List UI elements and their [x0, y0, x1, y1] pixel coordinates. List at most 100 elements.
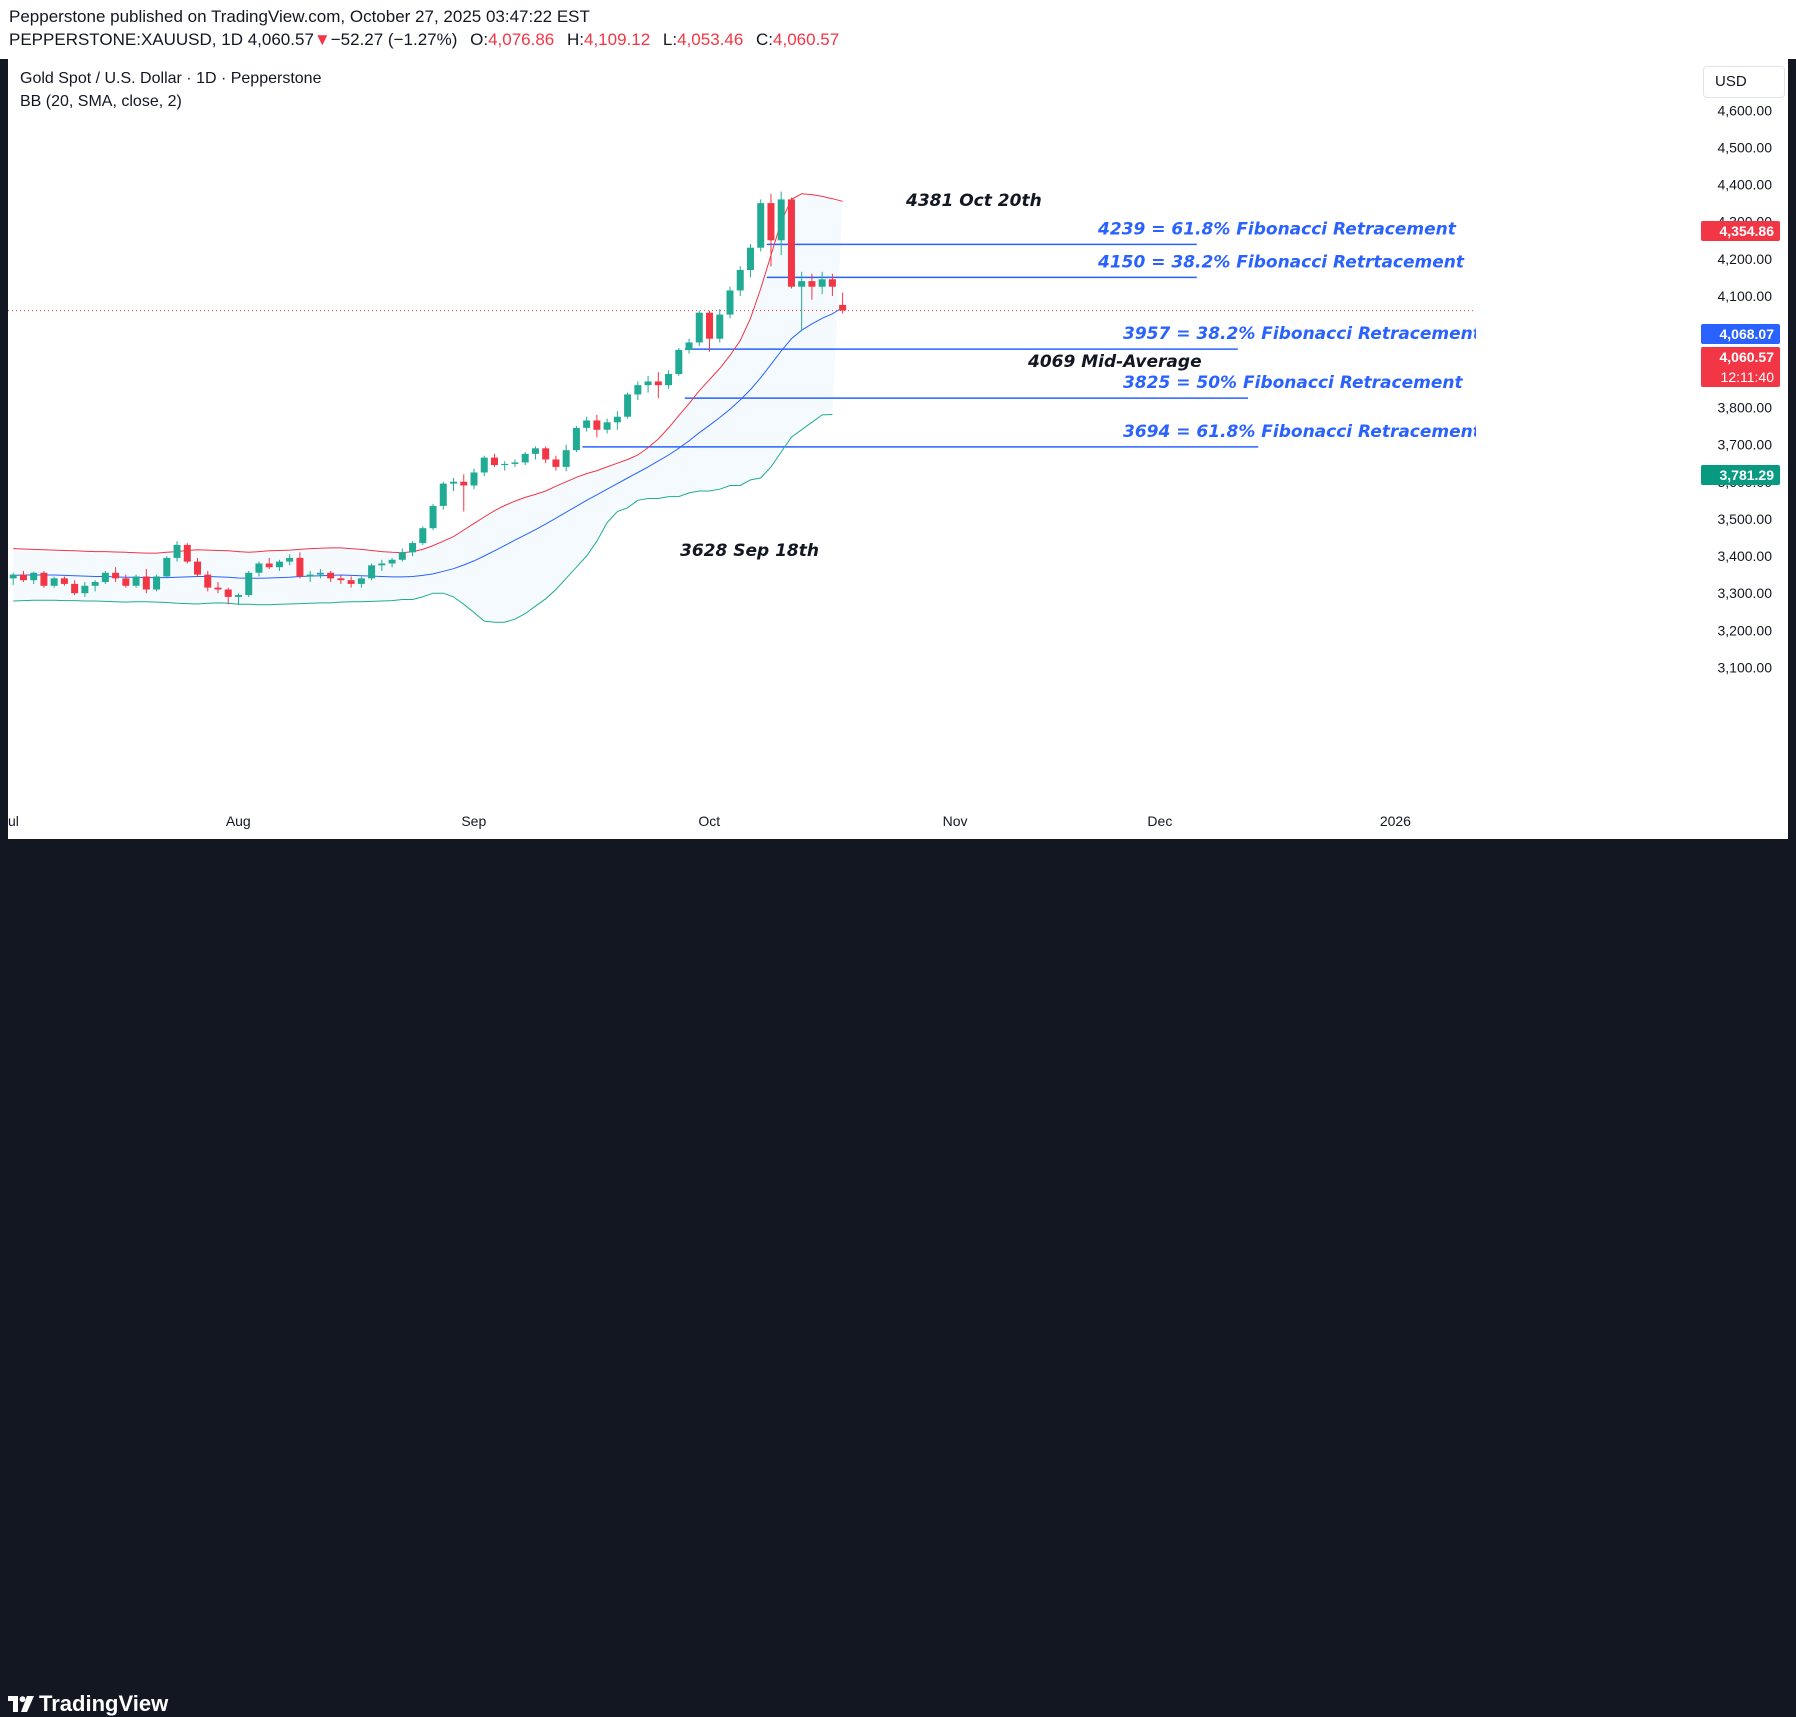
high-label: H:: [567, 30, 584, 49]
candle-body: [521, 453, 529, 463]
indicator-legend[interactable]: BB (20, SMA, close, 2): [20, 93, 182, 110]
bollinger-band-fill: [13, 193, 843, 623]
fibonacci-label: 4239 = 61.8% Fibonacci Retracement: [1097, 219, 1457, 239]
candle-body: [757, 203, 765, 248]
candle-body: [480, 457, 488, 473]
candle-body: [101, 572, 109, 583]
candle-body: [552, 459, 560, 467]
candle-body: [255, 563, 263, 573]
candle-body: [194, 561, 202, 575]
y-tick-label: 3,200.00: [1718, 622, 1773, 638]
candle-body: [234, 595, 242, 597]
y-tick-label: 3,300.00: [1718, 585, 1773, 601]
chart-legend-title[interactable]: Gold Spot / U.S. Dollar · 1D · Peppersto…: [20, 70, 322, 87]
price-tag: [1701, 465, 1780, 485]
fibonacci-label: 3957 = 38.2% Fibonacci Retracement: [1123, 324, 1482, 344]
close-value: 4,060.57: [773, 30, 840, 49]
candle-body: [654, 381, 662, 386]
tradingview-logo[interactable]: TradingView: [8, 1691, 168, 1717]
y-tick-label: 4,600.00: [1718, 102, 1773, 118]
lower-band-line: [13, 414, 833, 623]
candle-body: [173, 544, 181, 558]
candle-body: [828, 279, 836, 287]
symbol-label: PEPPERSTONE:XAUUSD, 1D: [9, 30, 243, 49]
candle-body: [347, 580, 355, 584]
candle-body: [460, 481, 468, 486]
candle-body: [50, 578, 58, 586]
x-tick-label: Oct: [698, 813, 720, 829]
annotation-label: 3268 Jul 30th: [235, 699, 362, 719]
candle-body: [245, 572, 253, 596]
high-value: 4,109.12: [584, 30, 651, 49]
fibonacci-label: 3825 = 50% Fibonacci Retracement: [1123, 373, 1463, 393]
annotation-label: 3628 Sep 18th: [680, 541, 819, 561]
candle-body: [470, 472, 478, 486]
x-tick-label: Sep: [461, 813, 486, 829]
open-value: 4,076.86: [488, 30, 555, 49]
candle-body: [224, 589, 232, 597]
last-price: 4,060.57: [247, 30, 314, 49]
candle-body: [398, 552, 406, 560]
price-tag-label: 4,068.07: [1720, 326, 1775, 342]
annotation-label: 4381 Oct 20th: [905, 191, 1042, 211]
candle-body: [142, 576, 150, 590]
candle-body: [409, 543, 417, 553]
candle-body: [818, 279, 826, 287]
footer-bar: TradingView: [0, 839, 1796, 1716]
chart-header: Pepperstone published on TradingView.com…: [0, 0, 1796, 59]
candle-body: [296, 557, 304, 577]
x-tick-label: Nov: [943, 813, 968, 829]
candle-body: [30, 572, 38, 581]
candle-body: [511, 462, 519, 464]
upper-band-line: [13, 193, 843, 554]
y-tick-label: 4,500.00: [1718, 139, 1773, 155]
candle-body: [798, 281, 806, 287]
currency-button[interactable]: USD: [1703, 66, 1785, 98]
y-tick-label: 3,700.00: [1718, 437, 1773, 453]
candle-body: [40, 572, 48, 586]
y-tick-label: 4,200.00: [1718, 251, 1773, 267]
price-change: −52.27 (−1.27%): [330, 30, 458, 49]
fibonacci-label: 4150 = 38.2% Fibonacci Retrtacement: [1097, 252, 1465, 272]
candle-body: [19, 574, 27, 581]
price-chart[interactable]: 4239 = 61.8% Fibonacci Retracement 4150 =…: [0, 0, 1796, 839]
candle-body: [787, 199, 795, 287]
candle-body: [357, 578, 365, 584]
candle-body: [388, 559, 396, 564]
candle-body: [327, 572, 335, 579]
price-tag-label: 4,060.57: [1720, 349, 1775, 365]
candle-body: [531, 448, 539, 454]
close-label: C:: [756, 30, 774, 49]
basis-line: [13, 307, 843, 579]
candle-body: [439, 483, 447, 506]
plot-area: 4239 = 61.8% Fibonacci Retracement 4150 =…: [8, 191, 1482, 719]
chart-panel[interactable]: [8, 59, 1788, 839]
candle-body: [746, 247, 754, 270]
fibonacci-label: 3694 = 61.8% Fibonacci Retracement: [1123, 422, 1482, 442]
candle-body: [91, 582, 99, 586]
candle-body: [378, 563, 386, 566]
candle-body: [163, 557, 171, 577]
candle-body: [808, 281, 816, 287]
candle-body: [603, 422, 611, 430]
candle-body: [685, 342, 693, 350]
annotation-label: 4069 Mid-Average: [1027, 352, 1202, 372]
candle-body: [275, 561, 283, 568]
candle-body: [583, 420, 591, 428]
y-tick-label: 4,100.00: [1718, 288, 1773, 304]
open-label: O:: [470, 30, 489, 49]
candle-body: [132, 576, 140, 586]
x-tick-label: Dec: [1147, 813, 1172, 829]
tradingview-icon: [8, 1696, 34, 1712]
candle-body: [204, 574, 212, 588]
low-label: L:: [662, 30, 678, 49]
candle-body: [624, 394, 632, 417]
candle-body: [265, 563, 273, 568]
candle-body: [153, 576, 161, 590]
y-tick-label: 3,400.00: [1718, 548, 1773, 564]
candle-body: [736, 269, 744, 291]
candle-body: [767, 203, 775, 241]
symbol-quote-line: PEPPERSTONE:XAUUSD, 1D 4,060.57▼−52.27 (…: [9, 30, 839, 50]
down-arrow-icon: ▼: [313, 30, 331, 49]
x-tick-label: Aug: [226, 813, 251, 829]
